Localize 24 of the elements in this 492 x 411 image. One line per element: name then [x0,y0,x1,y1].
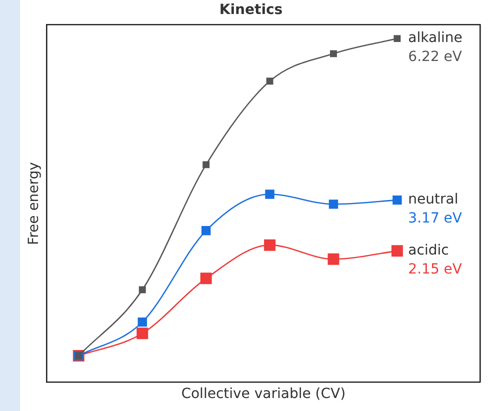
x-axis-title: Collective variable (CV) [181,386,346,402]
point [394,35,401,42]
chart-title: Kinetics [219,2,283,18]
series-label: acidic [408,242,449,259]
point [391,245,403,257]
point [138,286,146,294]
series-label: neutral [408,192,458,208]
point [330,50,337,58]
point [328,200,338,209]
point [138,317,147,327]
point [265,190,274,199]
point [202,161,210,168]
annotation: 2.15 eV [408,262,462,278]
point [328,253,340,265]
point [266,78,274,85]
annotation: 6.22 eV [408,49,462,66]
point [136,328,148,340]
point [392,195,402,205]
annotation: 3.17 eV [408,210,462,227]
point [200,272,212,284]
series-label: alkaline [408,30,462,46]
y-axis-title: Free energy [26,162,42,245]
point [264,239,276,251]
point [201,226,211,236]
